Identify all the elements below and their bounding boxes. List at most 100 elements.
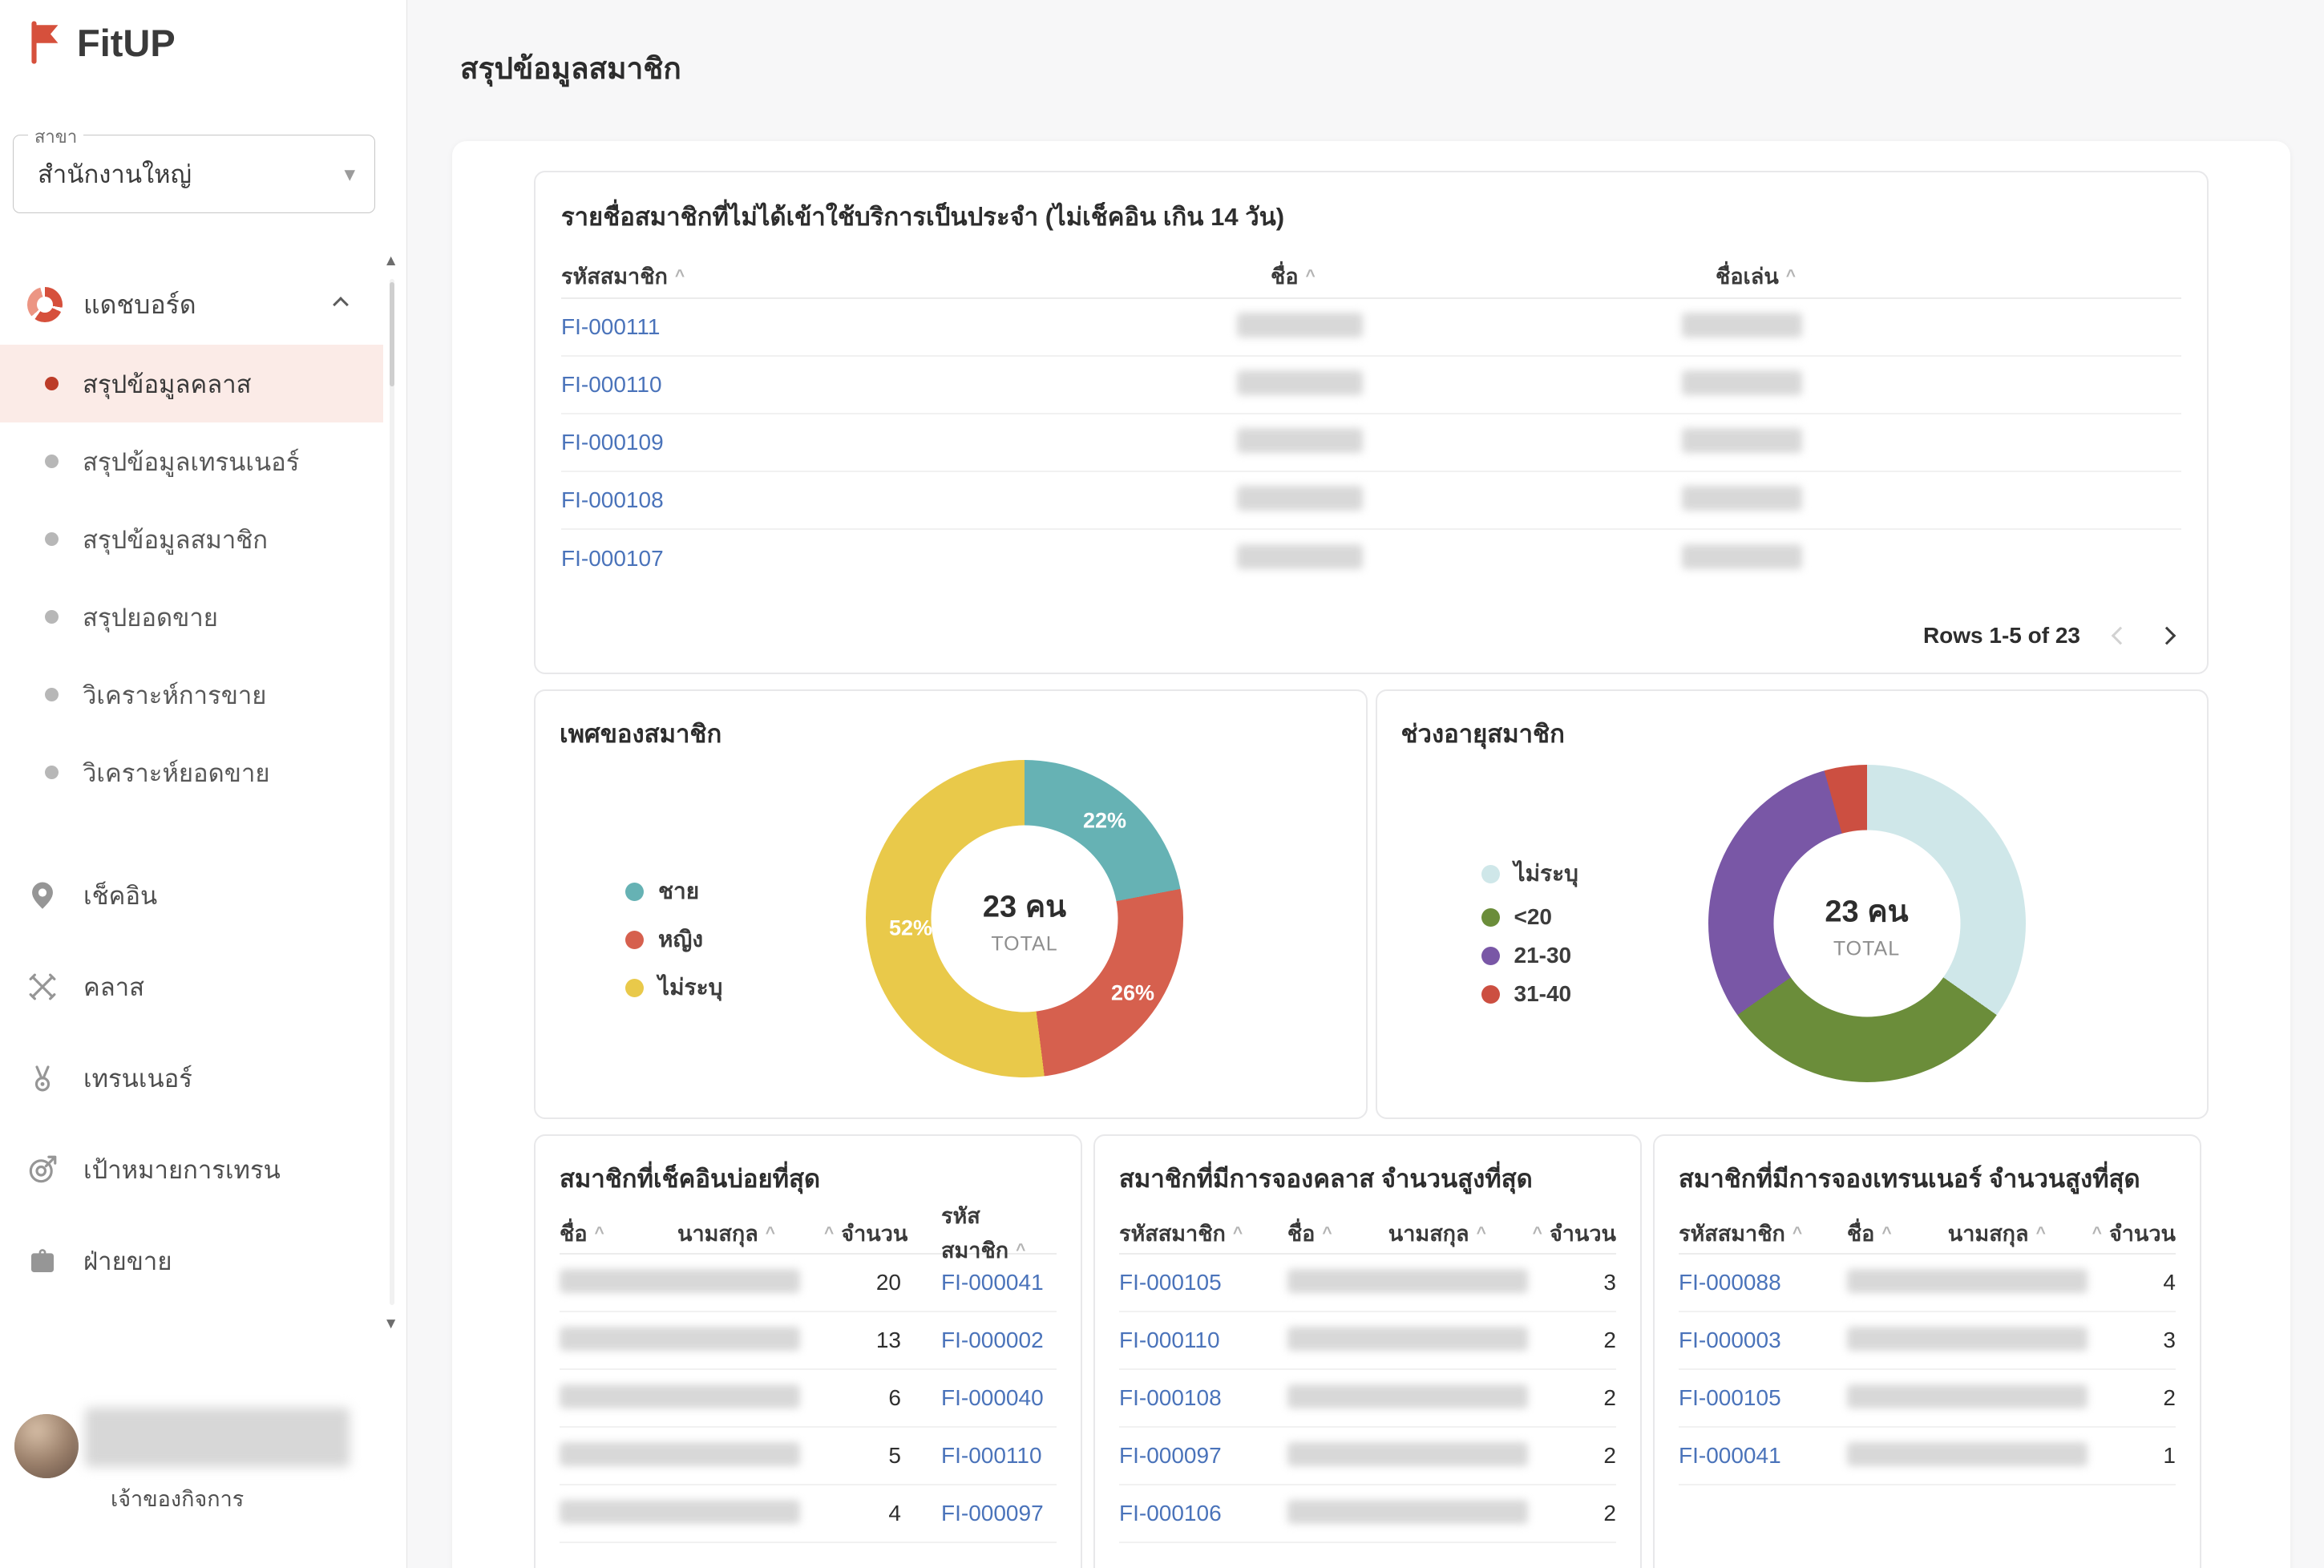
redacted-name [1847,1384,2088,1408]
sidebar-item-dashboard[interactable]: แดชบอร์ด [0,265,383,345]
member-id-link[interactable]: FI-000107 [561,546,664,571]
legend-item: ไม่ระบุ [1481,856,1578,891]
table-header: รหัสสมาชิก ^ ชื่อ ^ นามสกุล ^ ^ จำนวน [1119,1213,1616,1255]
column-header-member-id[interactable]: รหัสสมาชิก ^ [941,1204,1026,1263]
booking-count: 3 [2163,1328,2176,1352]
column-header-name[interactable]: ชื่อ ^ [560,1221,604,1246]
bullet-dot-icon [45,455,59,468]
column-header-surname[interactable]: นามสกุล ^ [1388,1221,1486,1246]
sidebar-item-class-summary[interactable]: สรุปข้อมูลคลาส [0,345,383,422]
booking-count: 2 [1603,1501,1616,1526]
sort-caret-icon: ^ [1016,1241,1026,1259]
user-profile[interactable]: เจ้าของกิจการ [13,1408,390,1536]
briefcase-icon [26,1244,59,1278]
sort-caret-icon: ^ [1305,266,1316,285]
sort-caret-icon: ^ [1881,1223,1892,1243]
member-id-link[interactable]: FI-000109 [561,430,664,455]
sidebar-scrollbar-track[interactable] [390,279,394,1305]
donut-total-value: 23 คน [982,890,1067,924]
column-header-count[interactable]: ^ จำนวน [2092,1221,2176,1246]
column-header-member-id[interactable]: รหัสสมาชิก ^ [1119,1221,1243,1246]
column-header-member-id[interactable]: รหัสสมาชิก ^ [561,264,685,289]
sidebar-item-member-summary[interactable]: สรุปข้อมูลสมาชิก [0,500,383,578]
sidebar-item-sales-team[interactable]: ฝ่ายขาย [0,1215,383,1307]
sidebar-item-sales-volume-analysis[interactable]: วิเคราะห์ยอดขาย [0,733,383,811]
column-header-member-id[interactable]: รหัสสมาชิก ^ [1679,1221,1803,1246]
legend-dot-icon [1481,907,1500,927]
member-id-link[interactable]: FI-000110 [561,372,662,397]
table-row: FI-000105 3 [1119,1255,1616,1312]
column-header-count[interactable]: ^ จำนวน [824,1221,908,1246]
dashboard-panel: รายชื่อสมาชิกที่ไม่ได้เข้าใช้บริการเป็นป… [452,141,2290,1568]
bullet-dot-icon [45,766,59,779]
column-header-nickname[interactable]: ชื่อเล่น ^ [1716,264,1797,289]
member-id-link[interactable]: FI-000105 [1119,1270,1222,1295]
member-id-link[interactable]: FI-000041 [941,1270,1044,1295]
sidebar-item-trainer-summary[interactable]: สรุปข้อมูลเทรนเนอร์ [0,422,383,500]
dashboard-label: แดชบอร์ด [83,289,196,319]
member-id-link[interactable]: FI-000097 [941,1501,1044,1526]
age-chart-card: ช่วงอายุสมาชิก ไม่ระบุ <20 21-30 31-40 2… [1375,689,2209,1119]
member-id-link[interactable]: FI-000111 [561,314,661,339]
checkin-count: 5 [888,1443,901,1468]
column-header-name[interactable]: ชื่อ ^ [1846,1221,1892,1246]
member-id-link[interactable]: FI-000110 [941,1443,1042,1468]
next-page-icon[interactable] [2157,626,2176,645]
member-id-link[interactable]: FI-000106 [1119,1501,1222,1526]
sidebar-item-training-goal[interactable]: เป้าหมายการเทรน [0,1124,383,1215]
column-header-surname[interactable]: นามสกุล ^ [677,1221,776,1246]
member-id-link[interactable]: FI-000002 [941,1328,1044,1352]
legend-item: 21-30 [1481,943,1578,968]
redacted-name [560,1441,800,1466]
sidebar-item-trainer[interactable]: เทรนเนอร์ [0,1033,383,1124]
legend-item: หญิง [625,922,722,957]
table-row: FI-000110 [561,357,2181,414]
member-id-link[interactable]: FI-000108 [561,487,664,512]
table-row: FI-000108 2 [1119,1370,1616,1428]
sort-caret-icon: ^ [1785,266,1797,285]
branch-select[interactable]: สาขา สำนักงานใหญ่ ▾ [13,123,375,213]
member-id-link[interactable]: FI-000108 [1119,1385,1222,1410]
member-id-link[interactable]: FI-000105 [1679,1385,1781,1410]
legend-item: ชาย [625,874,722,909]
chevron-up-icon [333,297,349,313]
member-id-link[interactable]: FI-000110 [1119,1328,1220,1352]
sidebar-item-sales-summary[interactable]: สรุปยอดขาย [0,578,383,656]
gender-legend: ชาย หญิง ไม่ระบุ [625,874,722,1005]
member-id-link[interactable]: FI-000040 [941,1385,1044,1410]
table-row: FI-000111 [561,299,2181,357]
member-id-link[interactable]: FI-000041 [1679,1443,1781,1468]
redacted-name [1847,1326,2088,1351]
sidebar-scrollbar-thumb[interactable] [390,282,394,386]
member-id-link[interactable]: FI-000097 [1119,1443,1222,1468]
redacted-name [1287,1441,1528,1466]
brand: FitUP [22,19,176,66]
inactive-members-title: รายชื่อสมาชิกที่ไม่ได้เข้าใช้บริการเป็นป… [561,203,1285,231]
sidebar: FitUP สาขา สำนักงานใหญ่ ▾ ▲ ▼ แดชบอร์ด ส… [0,0,407,1568]
sidebar-item-sales-analysis[interactable]: วิเคราะห์การขาย [0,656,383,733]
column-header-count[interactable]: ^ จำนวน [1532,1221,1616,1246]
sidebar-item-checkin[interactable]: เช็คอิน [0,850,383,941]
column-header-name[interactable]: ชื่อ ^ [1287,1221,1332,1246]
avatar [14,1414,79,1478]
gender-chart-title: เพศของสมาชิก [560,720,722,748]
checkin-count: 20 [875,1270,901,1295]
prev-page-icon[interactable] [2111,626,2130,645]
table-header: ชื่อ ^ นามสกุล ^ ^ จำนวน รหัสสมาชิก ^ [560,1204,1057,1263]
column-header-surname[interactable]: นามสกุล ^ [1947,1221,2046,1246]
legend-dot-icon [1481,864,1500,883]
donut-total-label: TOTAL [1833,937,1901,960]
scroll-up-icon[interactable]: ▲ [383,253,398,269]
target-arrow-icon [26,1153,59,1186]
bullet-dot-icon [45,532,59,546]
redacted-name [1237,544,1363,569]
age-chart-title: ช่วงอายุสมาชิก [1400,720,1565,748]
redacted-nickname [1682,544,1802,569]
member-id-link[interactable]: FI-000003 [1679,1328,1781,1352]
column-header-name[interactable]: ชื่อ ^ [1271,264,1316,289]
bullet-dot-icon [45,610,59,624]
member-id-link[interactable]: FI-000088 [1679,1270,1781,1295]
sidebar-item-class[interactable]: คลาส [0,941,383,1033]
sort-caret-icon: ^ [1792,1223,1803,1243]
scroll-down-icon[interactable]: ▼ [383,1315,398,1332]
